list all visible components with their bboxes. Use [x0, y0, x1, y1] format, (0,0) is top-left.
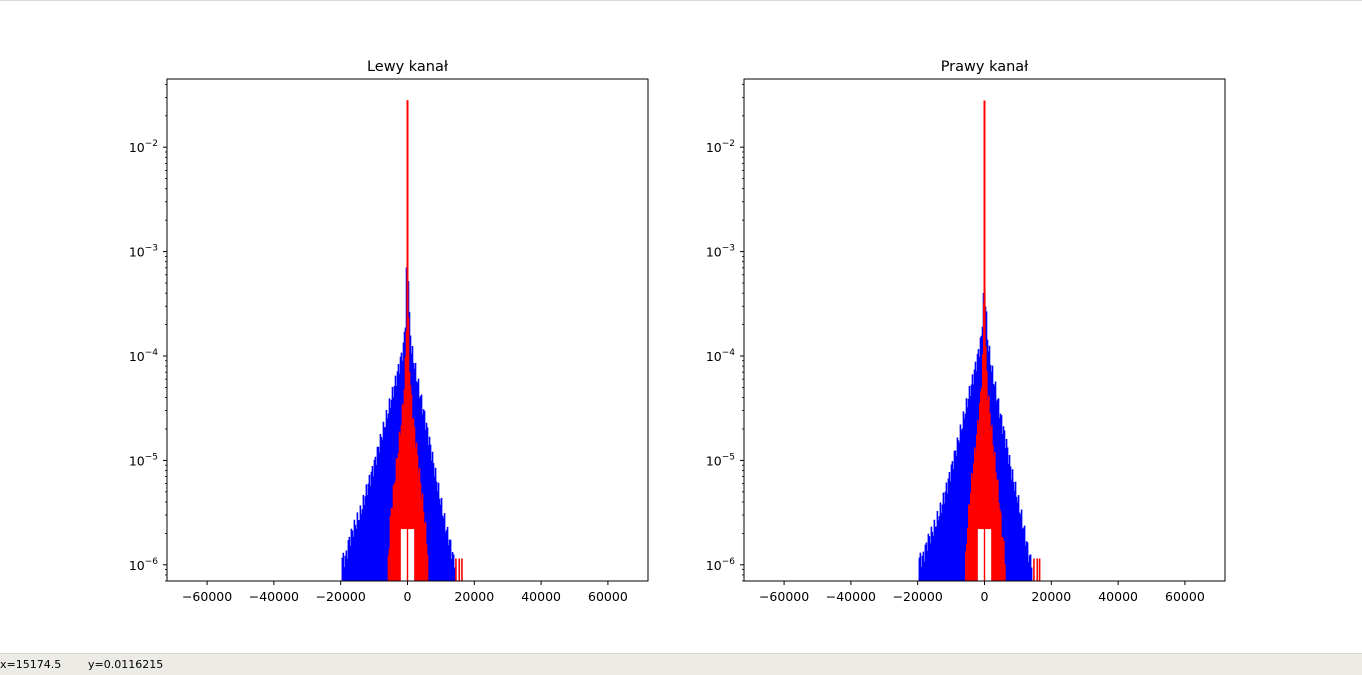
x-tick-label: −60000	[182, 589, 232, 604]
x-tick-label: 60000	[588, 589, 628, 604]
red-histogram-series	[387, 100, 463, 581]
x-tick-label: −40000	[249, 589, 299, 604]
plot-title: Lewy kanał	[367, 59, 449, 75]
x-tick-label: −20000	[893, 589, 943, 604]
y-tick-exponent: −6	[145, 557, 159, 567]
y-tick-exponent: −2	[722, 139, 735, 149]
cursor-y-readout: y=0.0116215	[88, 658, 164, 671]
histogram-data	[918, 100, 1041, 581]
y-tick-label: 10−2	[706, 139, 735, 155]
y-tick-exponent: −3	[722, 244, 735, 254]
y-tick-exponent: −2	[145, 139, 158, 149]
x-tick-label: 20000	[454, 589, 494, 604]
x-tick-label: 0	[404, 589, 412, 604]
plot-left-channel[interactable]: Lewy kanał −60000 −40000 −20000 0 20000 40000 6…	[129, 59, 649, 604]
figure-canvas: Lewy kanał −60000 −40000 −20000 0 20000 40000 6…	[129, 59, 1226, 604]
x-tick-label: −60000	[759, 589, 809, 604]
plot-title: Prawy kanał	[941, 59, 1029, 75]
y-tick-label: 10−6	[129, 557, 158, 573]
y-tick-label: 10−5	[706, 452, 735, 468]
window-top-border	[0, 0, 1362, 1]
histogram-data	[341, 100, 463, 581]
x-tick-label: 40000	[1098, 589, 1138, 604]
y-tick-exponent: −5	[145, 452, 158, 462]
y-tick-label: 10−3	[706, 244, 735, 260]
y-tick-label: 10−4	[706, 348, 735, 364]
y-tick-label: 10−3	[129, 244, 158, 260]
x-tick-label: −20000	[316, 589, 366, 604]
y-tick-exponent: −6	[722, 557, 736, 567]
x-tick-label: 40000	[521, 589, 561, 604]
red-histogram-series	[964, 100, 1041, 581]
y-tick-exponent: −4	[145, 348, 159, 358]
plot-right-channel[interactable]: Prawy kanał −60000 −40000 −20000 0 20000 40000…	[706, 59, 1226, 604]
y-tick-exponent: −4	[722, 348, 736, 358]
y-tick-label: 10−4	[129, 348, 158, 364]
x-tick-label: 0	[981, 589, 989, 604]
x-tick-label: 20000	[1031, 589, 1071, 604]
y-tick-exponent: −3	[145, 244, 158, 254]
y-tick-label: 10−5	[129, 452, 158, 468]
histogram-bins	[387, 100, 429, 581]
cursor-x-readout: x=15174.5	[0, 658, 62, 671]
status-bar: x=15174.5 y=0.0116215	[0, 653, 1362, 675]
y-tick-exponent: −5	[722, 452, 735, 462]
histogram-bins	[964, 291, 1006, 581]
x-tick-label: −40000	[826, 589, 876, 604]
y-tick-label: 10−2	[129, 139, 158, 155]
x-tick-label: 60000	[1165, 589, 1205, 604]
y-tick-label: 10−6	[706, 557, 735, 573]
